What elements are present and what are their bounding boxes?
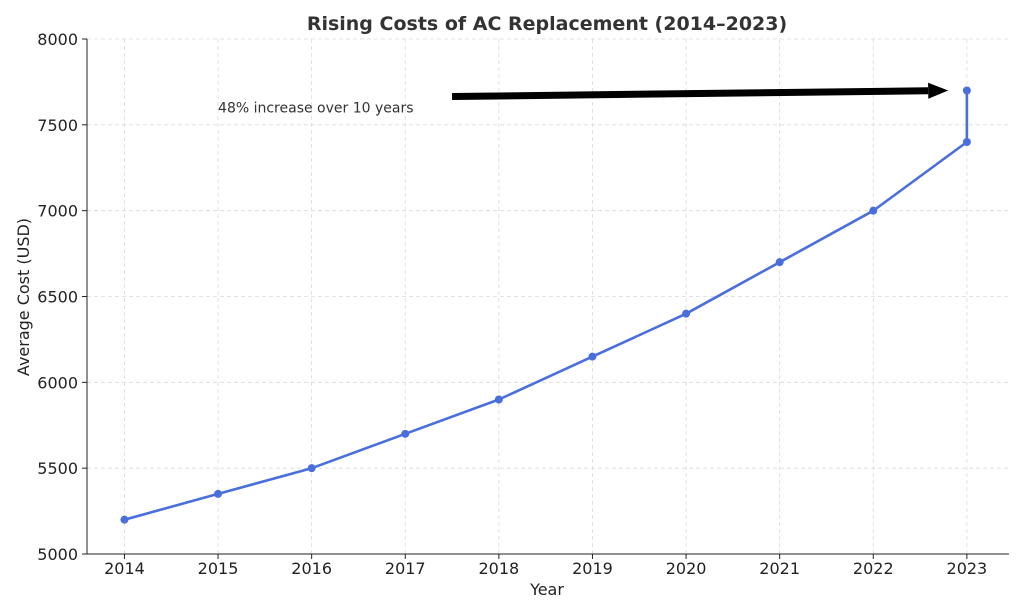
data-point bbox=[962, 138, 971, 146]
y-tick-label: 7500 bbox=[37, 116, 78, 135]
y-tick-label: 5500 bbox=[37, 459, 78, 478]
annotation-arrow-head bbox=[928, 82, 949, 99]
data-point bbox=[962, 86, 971, 95]
x-tick-label: 2019 bbox=[572, 559, 613, 578]
y-tick-label: 7000 bbox=[37, 202, 78, 221]
axes-layer: 2014 2015 2016 2017 2018 2019 2020 2021 2022 2023… bbox=[37, 30, 1009, 578]
annotation-text: 48% increase over 10 years bbox=[218, 101, 414, 117]
data-point bbox=[494, 395, 503, 404]
y-tick-label: 5000 bbox=[37, 545, 78, 564]
data-point bbox=[775, 258, 784, 267]
x-tick-label: 2023 bbox=[947, 559, 988, 578]
x-tick-label: 2022 bbox=[853, 559, 894, 578]
y-tick-label: 8000 bbox=[37, 30, 78, 49]
series-line bbox=[124, 90, 969, 521]
data-point bbox=[682, 309, 691, 318]
data-point bbox=[588, 352, 597, 361]
x-tick-label: 2016 bbox=[291, 559, 332, 578]
y-axis-label: Average Cost (USD) bbox=[14, 218, 33, 376]
x-axis-label: Year bbox=[529, 580, 564, 599]
data-point bbox=[214, 489, 223, 498]
x-tick-label: 2018 bbox=[478, 559, 519, 578]
annotation-layer: 48% increase over 10 years bbox=[218, 82, 949, 117]
chart-title: Rising Costs of AC Replacement (2014–202… bbox=[307, 13, 787, 35]
data-point bbox=[869, 206, 878, 215]
x-tick-label: 2017 bbox=[385, 559, 426, 578]
y-tick-label: 6500 bbox=[37, 288, 78, 307]
data-point bbox=[307, 464, 316, 473]
x-tick-label: 2021 bbox=[759, 559, 800, 578]
x-tick-label: 2020 bbox=[666, 559, 707, 578]
y-tick-label: 6000 bbox=[37, 373, 78, 392]
data-point bbox=[401, 429, 410, 438]
data-point bbox=[120, 515, 129, 524]
annotation-arrow-shaft bbox=[452, 87, 929, 101]
x-tick-label: 2015 bbox=[198, 559, 239, 578]
series-layer bbox=[120, 86, 971, 524]
x-tick-label: 2014 bbox=[104, 559, 145, 578]
